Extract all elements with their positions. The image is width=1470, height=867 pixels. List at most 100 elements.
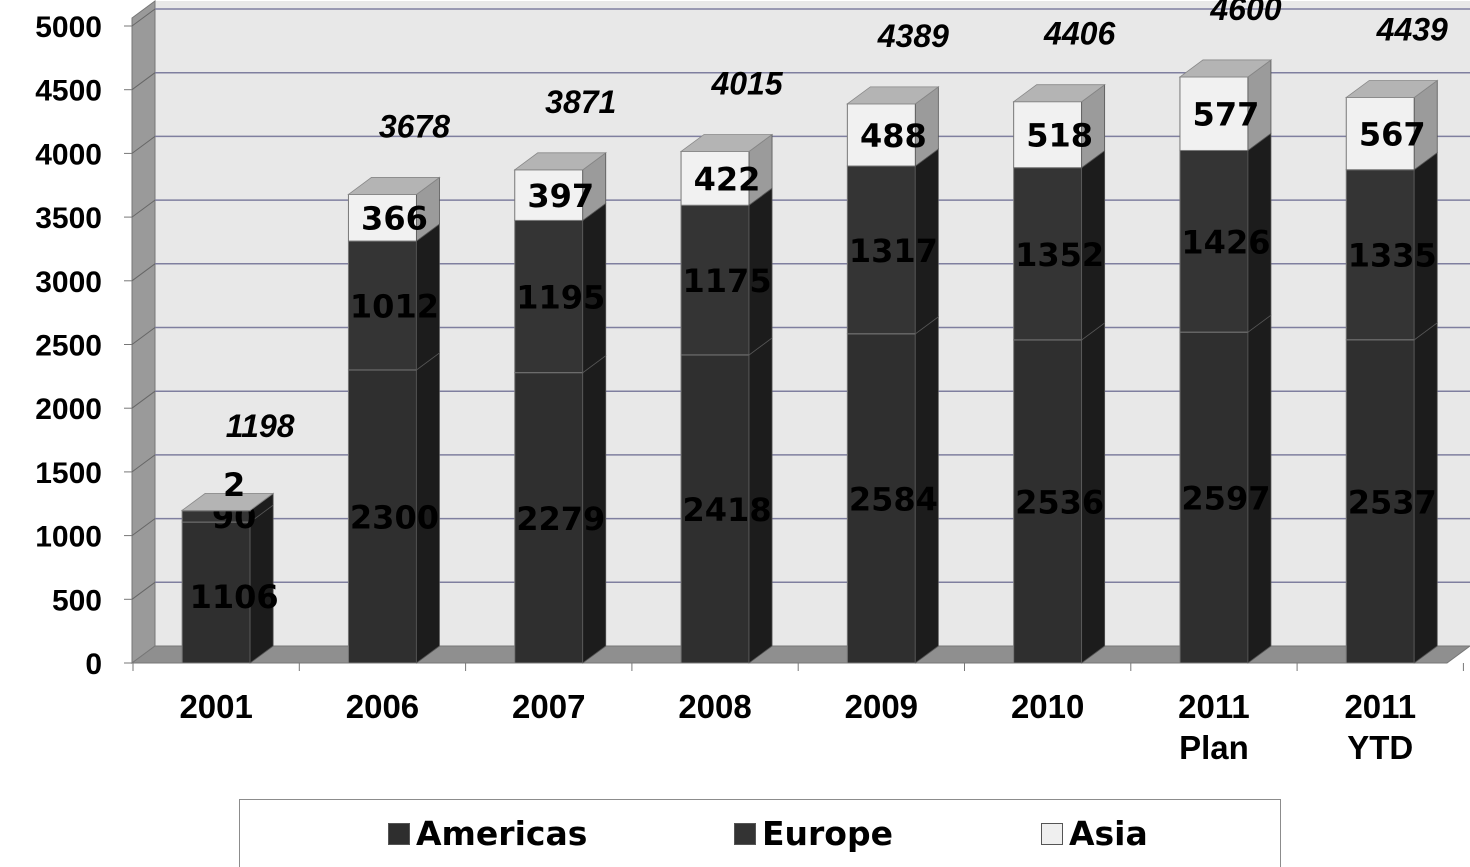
bar-2007: 2279 1195 397 3871 (513, 84, 616, 664)
x-tick-label-2006: 2006 (346, 688, 419, 725)
legend-label-asia: Asia (1069, 814, 1148, 853)
bar-segment-americas-2009 (846, 333, 916, 664)
total-label-2007: 3871 (545, 84, 616, 120)
data-label-europe-2009: 1317 (849, 232, 938, 270)
x-tick-label-2001: 2001 (179, 688, 252, 725)
data-label-europe-2008: 1175 (683, 262, 772, 300)
data-label-americas-2011-plan: 2597 (1181, 480, 1270, 518)
y-tick-label-5000: 5000 (35, 11, 102, 44)
bar-segment-asia-2010 (1013, 101, 1083, 169)
gridline-side-5000 (131, 8, 156, 27)
bar-segment-asia-2007 (514, 169, 584, 221)
bar-segment-europe-2008 (680, 204, 750, 356)
bar-top-2006 (347, 177, 441, 195)
bar-2010: 2536 1352 518 4406 (1012, 16, 1115, 664)
chart-walls (130, 0, 1470, 664)
data-label-asia-2008: 422 (694, 160, 761, 198)
y-tick-label-3500: 3500 (35, 202, 102, 235)
bar-2011-ytd: 2537 1335 567 4439 (1345, 11, 1448, 664)
data-label-americas-2008: 2418 (683, 491, 772, 529)
bar-segment-americas-2010 (1013, 339, 1083, 664)
data-label-americas-2011-ytd: 2537 (1348, 483, 1437, 521)
legend-item-europe: Europe (734, 814, 893, 853)
x-tick-label-2008: 2008 (678, 688, 751, 725)
data-label-asia-2010: 518 (1026, 117, 1093, 155)
data-label-europe-2011-plan: 1426 (1181, 223, 1270, 261)
y-tick-label-4500: 4500 (35, 75, 102, 108)
y-tick-label-4000: 4000 (35, 138, 102, 171)
bar-segment-americas-2001 (181, 521, 251, 664)
bar-2006: 2300 1012 366 3678 (347, 108, 450, 664)
y-axis-ticks: 0 500 1000 1500 2000 2500 3000 3500 4000 4500 5000 (35, 11, 132, 681)
bar-segment-europe-2006 (347, 240, 417, 371)
data-label-europe-2010: 1352 (1015, 236, 1104, 274)
bar-segment-americas-2007 (514, 372, 584, 664)
bar-segment-europe-2007 (514, 219, 584, 374)
data-label-asia-2006: 366 (361, 200, 428, 238)
bar-top-2008 (679, 134, 774, 152)
legend-item-americas: Americas (388, 814, 587, 853)
bar-segment-europe-2009 (846, 165, 916, 335)
x-tick-label-2007: 2007 (512, 688, 585, 725)
y-tick-label-2000: 2000 (35, 393, 102, 426)
legend-swatch-americas (388, 822, 410, 845)
legend: Americas Europe Asia (239, 799, 1281, 867)
total-label-2011-plan: 4600 (1209, 0, 1281, 27)
bar-segment-americas-2011-ytd (1345, 339, 1415, 664)
data-label-europe-2011-ytd: 1335 (1348, 237, 1437, 275)
bar-segment-europe-2011-plan (1179, 149, 1249, 333)
back-wall (155, 1, 1470, 646)
gridline-side-1500 (131, 454, 156, 473)
side-wall (131, 0, 156, 664)
legend-swatch-asia (1041, 822, 1063, 845)
bar-top-2011-plan (1178, 59, 1273, 78)
y-tick-label-0: 0 (85, 648, 102, 681)
x-tick-label-2011-plan: 2011 Plan (1178, 688, 1250, 766)
gridline-side-1000 (131, 518, 156, 537)
gridline-side-4000 (131, 135, 156, 154)
y-tick-label-1000: 1000 (35, 521, 102, 554)
data-label-asia-2011-ytd: 567 (1359, 116, 1426, 154)
data-label-asia-2007: 397 (527, 177, 594, 215)
data-label-americas-2007: 2279 (516, 500, 605, 538)
x-tick-label-2011-ytd: 2011 YTD (1344, 688, 1416, 766)
data-label-europe-2006: 1012 (350, 288, 439, 326)
gridline-side-3000 (131, 263, 156, 282)
data-label-asia-2009: 488 (860, 117, 927, 155)
total-label-2011-ytd: 4439 (1376, 11, 1448, 47)
y-tick-label-2500: 2500 (35, 330, 102, 363)
total-label-2006: 3678 (379, 108, 450, 144)
x-tick-label-2010: 2010 (1011, 688, 1084, 725)
bar-segment-asia-2011-ytd (1345, 96, 1415, 171)
total-label-2009: 4389 (877, 18, 949, 54)
gridline-side-4500 (131, 72, 156, 91)
floor (130, 645, 1470, 664)
bar-segment-europe-2010 (1013, 167, 1083, 341)
y-tick-label-1500: 1500 (35, 457, 102, 490)
gridline-side-500 (131, 581, 156, 600)
data-label-asia-2011-plan: 577 (1193, 96, 1260, 134)
bar-top-2007 (513, 152, 607, 171)
legend-swatch-europe (734, 822, 756, 845)
data-label-americas-2001: 1106 (190, 578, 279, 616)
gridline-side-3500 (131, 199, 156, 218)
total-label-2001: 1198 (226, 408, 295, 444)
bar-top-2001 (180, 492, 275, 511)
bar-top-2011-ytd (1345, 80, 1439, 98)
bar-top-2010 (1012, 84, 1106, 103)
data-label-europe-2007: 1195 (516, 279, 605, 317)
bar-segment-europe-2011-ytd (1345, 169, 1415, 341)
bar-2009: 2584 1317 488 4389 (846, 18, 949, 664)
y-tick-label-3000: 3000 (35, 266, 102, 299)
gridline-side-2000 (131, 390, 156, 409)
bar-segment-americas-2008 (680, 354, 750, 664)
y-tick-label-500: 500 (52, 584, 102, 617)
legend-label-europe: Europe (762, 814, 893, 853)
data-label-americas-2006: 2300 (350, 498, 439, 536)
x-tick-label-2009: 2009 (845, 688, 918, 725)
legend-label-americas: Americas (416, 814, 588, 853)
total-label-2008: 4015 (710, 65, 783, 101)
